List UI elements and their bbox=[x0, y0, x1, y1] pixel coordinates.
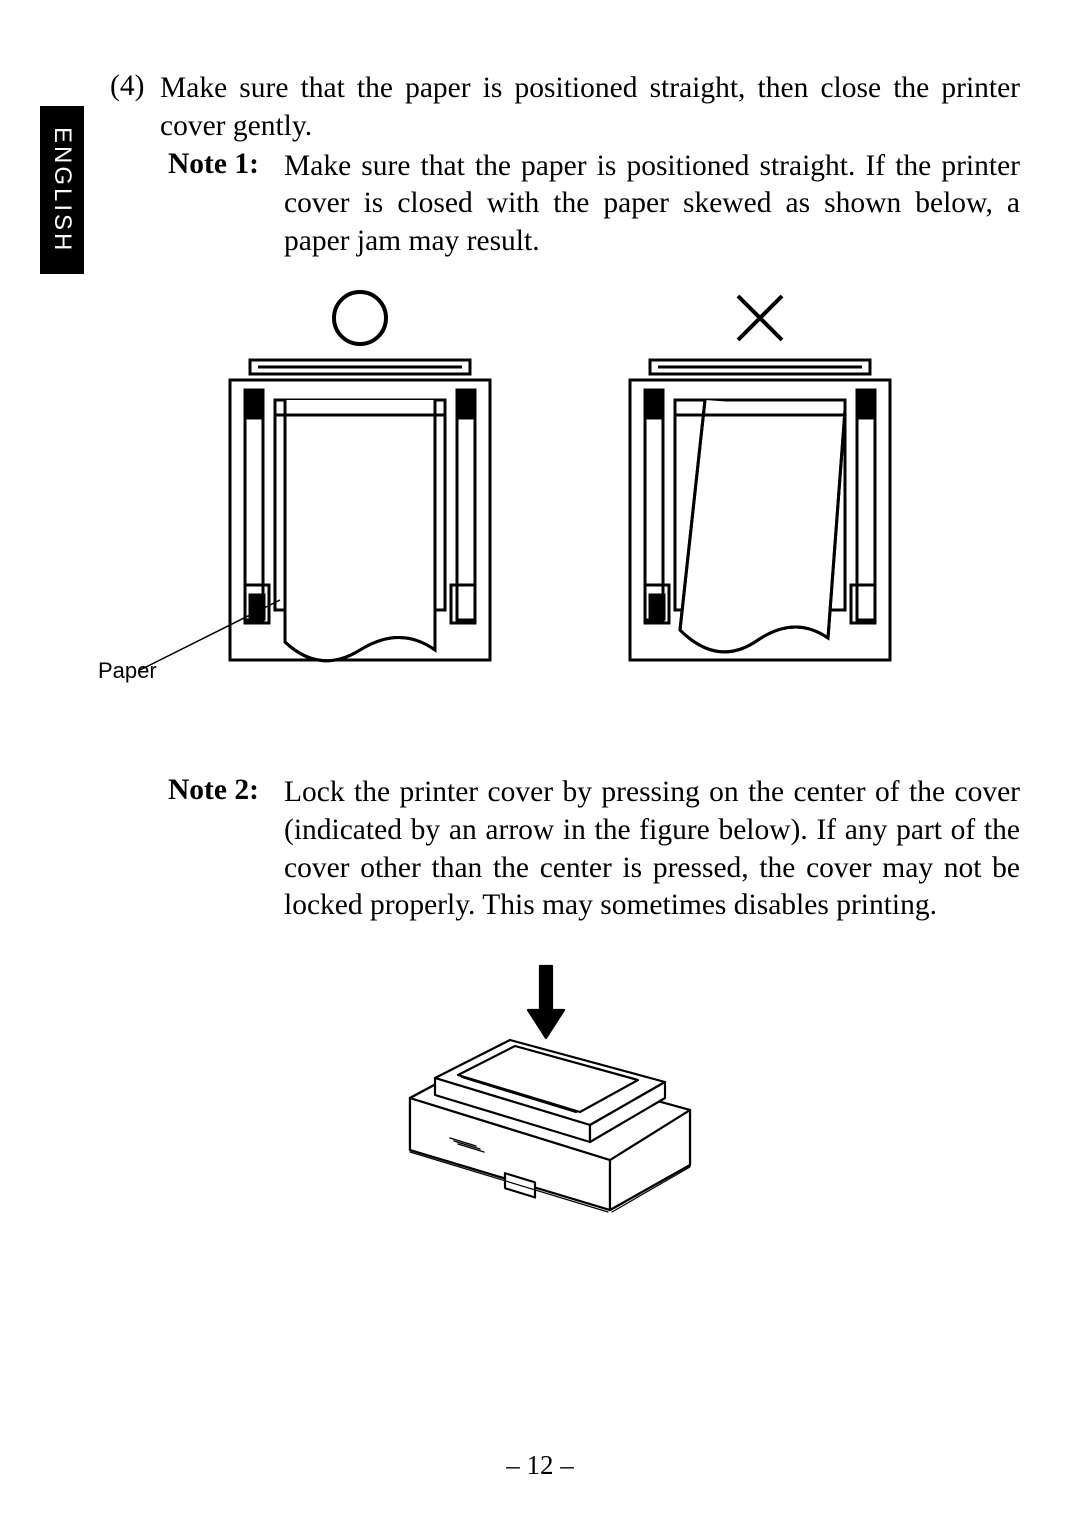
step-text: Make sure that the paper is positioned s… bbox=[160, 70, 1020, 146]
indent bbox=[110, 148, 168, 261]
step-4-block: (4) Make sure that the paper is position… bbox=[110, 70, 1020, 261]
note-2-row: Note 2: Lock the printer cover by pressi… bbox=[110, 774, 1020, 925]
page: ENGLISH (4) Make sure that the paper is … bbox=[0, 0, 1080, 1529]
indent bbox=[110, 774, 168, 925]
note-1-label: Note 1: bbox=[168, 148, 284, 261]
figure-paper-alignment-svg bbox=[130, 290, 990, 690]
paper-callout-label: Paper bbox=[98, 658, 157, 684]
note-1-row: Note 1: Make sure that the paper is posi… bbox=[110, 148, 1020, 261]
step-row: (4) Make sure that the paper is position… bbox=[110, 70, 1020, 146]
language-tab: ENGLISH bbox=[40, 106, 84, 274]
step-number: (4) bbox=[110, 70, 160, 146]
figure-press-center bbox=[380, 960, 720, 1250]
note-1-text: Make sure that the paper is positioned s… bbox=[284, 148, 1020, 261]
figure-paper-alignment: Paper bbox=[130, 290, 990, 690]
note-2-block: Note 2: Lock the printer cover by pressi… bbox=[110, 772, 1020, 925]
note-2-text: Lock the printer cover by pressing on th… bbox=[284, 774, 1020, 925]
note-2-label: Note 2: bbox=[168, 774, 284, 925]
figure-press-center-svg bbox=[380, 960, 720, 1250]
page-number: – 12 – bbox=[0, 1450, 1080, 1481]
